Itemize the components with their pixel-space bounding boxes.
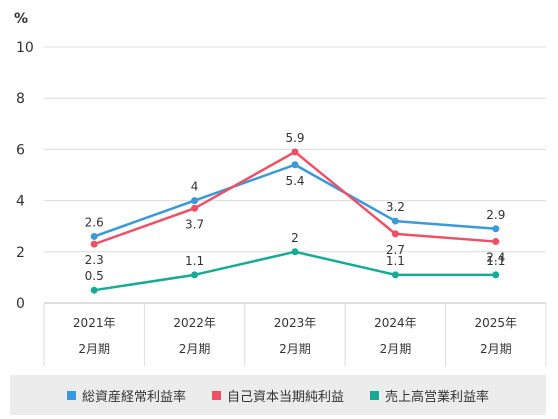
- data-point: [492, 271, 500, 279]
- y-axis-ticks: 0 2 4 6 8 10: [16, 40, 34, 312]
- series-line-3: [94, 250, 496, 292]
- data-label: 2.4: [486, 251, 505, 265]
- data-label: 1.1: [486, 254, 505, 268]
- data-point: [90, 232, 98, 240]
- legend-label: 売上高営業利益率: [385, 389, 490, 405]
- data-label: 0.5: [85, 269, 104, 283]
- y-tick-label: 4: [16, 194, 25, 210]
- data-point: [391, 271, 399, 279]
- data-label: 2: [291, 231, 299, 245]
- legend-swatch: [370, 390, 379, 400]
- data-point: [492, 225, 500, 233]
- data-point: [191, 204, 199, 212]
- x-tick-label: 2月期: [78, 342, 110, 356]
- data-point: [191, 271, 199, 279]
- data-label: 4: [191, 180, 199, 194]
- data-point: [291, 148, 299, 156]
- y-tick-label: 0: [16, 296, 25, 312]
- x-tick-label: 2月期: [380, 342, 412, 356]
- legend-item: 売上高営業利益率: [370, 386, 489, 405]
- data-point: [90, 240, 98, 248]
- legend-item: 総資産経常利益率: [66, 386, 186, 405]
- data-label: 2.6: [85, 215, 104, 229]
- y-tick-label: 6: [16, 142, 25, 158]
- y-tick-label: 2: [16, 245, 25, 261]
- data-label: 3.2: [386, 200, 405, 214]
- legend-label: 自己資本当期純利益: [226, 389, 344, 405]
- data-label: 1.1: [185, 254, 204, 268]
- x-tick-label: 2024年: [374, 316, 417, 330]
- y-tick-label: 10: [16, 40, 34, 56]
- data-label: 5.4: [285, 174, 304, 188]
- data-label: 1.1: [386, 254, 405, 268]
- legend-swatch: [211, 390, 221, 400]
- x-tick-label: 2021年: [73, 316, 116, 330]
- data-label: 2.7: [386, 243, 405, 257]
- x-tick-label: 2月期: [480, 342, 512, 356]
- data-point: [90, 286, 98, 294]
- legend-item: 自己資本当期純利益: [211, 386, 344, 405]
- data-label: 2.9: [486, 208, 505, 222]
- data-point: [291, 161, 299, 169]
- x-tick-label: 2022年: [173, 316, 216, 330]
- x-tick-label: 2023年: [274, 316, 317, 330]
- x-tick-label: 2月期: [279, 342, 311, 356]
- legend-label: 総資産経常利益率: [81, 389, 186, 405]
- data-label: 5.9: [285, 131, 304, 145]
- legend: 総資産経常利益率 自己資本当期純利益 売上高営業利益率: [10, 375, 546, 415]
- line-chart: 0 2 4 6 8 10 2021年 2月期 2022年 2月期 2023年 2月期 2024年 2月期…: [14, 11, 547, 366]
- y-unit-label: %: [14, 11, 28, 27]
- data-label: 3.7: [185, 217, 204, 231]
- data-label: 2.3: [85, 253, 104, 267]
- data-point: [191, 197, 199, 205]
- data-point: [391, 230, 399, 238]
- data-point: [291, 248, 299, 256]
- series-lines: [90, 148, 500, 294]
- x-tick-label: 2月期: [179, 342, 211, 356]
- data-point: [492, 238, 500, 246]
- data-point: [391, 217, 399, 225]
- x-axis-ticks: 2021年 2月期 2022年 2月期 2023年 2月期 2024年 2月期 2025年 2月期: [73, 316, 517, 356]
- grid-lines: [43, 46, 547, 366]
- data-labels: 2.62.30.543.71.15.45.923.22.71.12.92.41.…: [85, 131, 506, 283]
- y-tick-label: 8: [16, 91, 25, 107]
- legend-swatch: [66, 390, 76, 400]
- x-tick-label: 2025年: [475, 316, 518, 330]
